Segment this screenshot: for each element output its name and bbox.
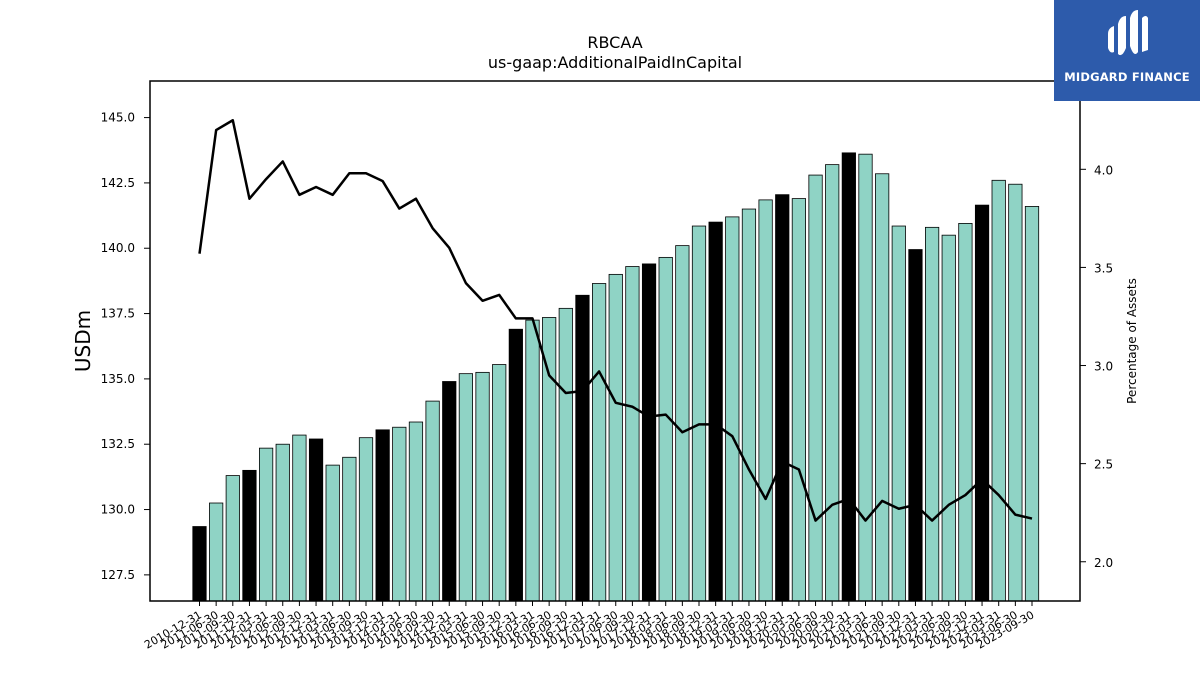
bar-2013-09-30 (358, 437, 374, 602)
y2-tick-label: 4.0 (1094, 163, 1113, 177)
bar-2019-12-31 (775, 194, 790, 602)
bar-2014-06-30 (408, 421, 424, 602)
y-tick-label: 132.5 (101, 437, 135, 451)
percentage-line (198, 119, 1033, 522)
y2-tick-label: 2.5 (1094, 458, 1113, 472)
bar-2014-12-31 (442, 381, 457, 602)
bar-2023-09-30 (1024, 206, 1040, 602)
bar-series (192, 152, 1040, 602)
midgard-finance-logo: MIDGARD FINANCE (1054, 0, 1200, 101)
bar-2013-03-31 (325, 464, 340, 602)
bar-2018-12-31 (708, 221, 723, 602)
y-tick-label: 142.5 (101, 176, 135, 190)
bar-2020-03-31 (791, 198, 807, 602)
y-tick-label: 140.0 (101, 241, 135, 255)
bar-2020-06-30 (808, 174, 823, 602)
y-tick-label: 135.0 (101, 372, 135, 386)
bar-2020-09-30 (825, 164, 840, 602)
bar-2018-03-31 (658, 256, 673, 602)
left-y-axis: 127.5 130.0 132.5 135.0 137.5 140.0 142.5 145.0 (101, 111, 150, 582)
bar-2014-09-30 (425, 400, 440, 602)
logo-mark-icon (1108, 10, 1148, 56)
bar-2023-03-31 (991, 179, 1006, 602)
bar-2022-06-30 (941, 234, 956, 602)
bar-2013-06-30 (342, 456, 357, 602)
bar-2019-03-31 (725, 216, 740, 602)
bar-2017-09-30 (625, 266, 640, 602)
bar-2015-09-30 (492, 364, 507, 602)
chart-title: RBCAA (587, 33, 642, 52)
bar-2016-03-31 (525, 319, 540, 602)
bar-2012-03-31 (258, 447, 274, 602)
bar-2016-09-30 (558, 307, 573, 602)
bar-2022-12-31 (974, 204, 990, 602)
bar-2021-12-31 (908, 249, 923, 602)
bar-2021-09-30 (891, 225, 906, 602)
bar-2016-12-31 (575, 294, 590, 602)
y2-axis-label: Percentage of Assets (1125, 278, 1139, 404)
bar-2015-12-31 (508, 328, 523, 602)
x-axis: 2010-12-312011-06-302011-09-302011-12-31… (142, 601, 1037, 652)
y-tick-label: 137.5 (101, 307, 135, 321)
y2-tick-label: 3.0 (1094, 360, 1113, 374)
bar-2019-06-30 (741, 208, 757, 602)
bar-2012-09-30 (292, 434, 307, 602)
bar-2018-09-30 (691, 225, 707, 602)
y-tick-label: 145.0 (101, 111, 135, 125)
bar-2012-06-30 (275, 443, 290, 602)
y-tick-label: 130.0 (101, 503, 135, 517)
line-series (198, 119, 1033, 522)
bar-2020-12-31 (841, 152, 856, 602)
right-y-axis: 2.0 2.5 3.0 3.5 4.0 (1080, 163, 1113, 570)
logo-text: MIDGARD FINANCE (1064, 70, 1190, 84)
bar-2023-06-30 (1008, 183, 1023, 602)
plot-frame (149, 80, 1081, 602)
bar-2014-03-31 (392, 426, 407, 602)
bar-2022-03-31 (925, 226, 940, 602)
chart-subtitle: us-gaap:AdditionalPaidInCapital (488, 53, 742, 72)
bar-2017-03-31 (592, 283, 607, 602)
bar-2015-03-31 (458, 373, 474, 602)
y-axis-label: USDm (71, 310, 95, 372)
bar-2011-12-31 (242, 469, 257, 602)
bar-2015-06-30 (475, 371, 490, 602)
bar-2022-09-30 (958, 223, 973, 602)
y2-tick-label: 2.0 (1094, 556, 1113, 570)
y2-tick-label: 3.5 (1094, 261, 1113, 275)
bar-2019-09-30 (758, 199, 773, 602)
y-tick-label: 127.5 (101, 568, 135, 582)
bar-2017-12-31 (641, 263, 657, 602)
bar-2021-03-31 (858, 153, 873, 602)
bar-2011-09-30 (225, 475, 240, 602)
bar-2012-12-31 (308, 438, 324, 602)
bar-2013-12-31 (375, 429, 390, 602)
bar-2010-12-31 (192, 526, 207, 602)
bar-2018-06-30 (675, 245, 690, 602)
bar-2021-06-30 (875, 173, 890, 602)
bar-2011-06-30 (209, 502, 224, 602)
bar-2017-06-30 (608, 273, 623, 602)
